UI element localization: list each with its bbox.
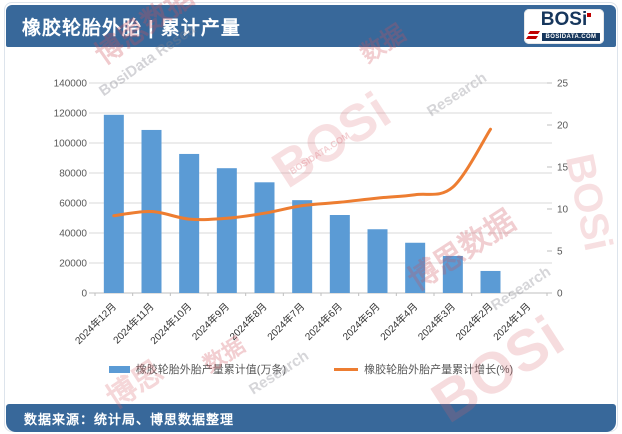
left-axis-tick-label: 40000 — [59, 229, 87, 240]
bosi-logo-red-stripe — [525, 36, 539, 39]
right-axis-tick-label: 15 — [557, 163, 569, 174]
x-axis-label: 2024年4月 — [377, 300, 420, 343]
legend-swatch-line — [334, 367, 359, 371]
data-source-text: 数据来源：统计局、博思数据整理 — [24, 411, 235, 427]
bar-line-chart: 0 20000 40000 60000 80000 100000 120000 140000 0… — [54, 79, 569, 347]
right-axis-tick-label: 0 — [557, 289, 563, 300]
header-bar: 橡胶轮胎外胎 | 累计产量 BOSi BOSIDATA.COM — [6, 5, 616, 47]
bosi-logo: BOSi BOSIDATA.COM — [524, 9, 604, 44]
left-axis-tick-label: 80000 — [59, 169, 87, 180]
bosi-logo-text: BOSi — [540, 9, 588, 30]
legend-swatch-bar — [108, 365, 130, 373]
left-axis-tick-label: 100000 — [54, 139, 88, 150]
bar — [442, 255, 463, 293]
bar — [329, 215, 350, 293]
bar — [292, 200, 313, 293]
x-axis-label: 2024年3月 — [415, 300, 458, 343]
bar — [103, 114, 124, 293]
x-axis-label: 2024年5月 — [340, 300, 383, 343]
right-axis-tick-label: 25 — [557, 79, 569, 90]
x-axis-label: 2024年9月 — [189, 300, 232, 343]
right-axis-tick-label: 20 — [557, 121, 569, 132]
bar — [254, 182, 275, 293]
footer-bar: 数据来源：统计局、博思数据整理 — [6, 404, 616, 432]
left-axis-tick-label: 120000 — [54, 109, 88, 120]
right-axis-tick-label: 10 — [557, 205, 569, 216]
chart-legend: 橡胶轮胎外胎产量累计值(万条) 橡胶轮胎外胎产量累计增长(%) — [0, 361, 622, 377]
bosi-logo-red-stripe — [527, 31, 541, 34]
x-axis-label: 2024年2月 — [453, 300, 496, 343]
x-axis-label: 2024年6月 — [302, 300, 345, 343]
bosi-logo-domain: BOSIDATA.COM — [542, 33, 600, 41]
bar — [405, 242, 426, 293]
legend-item-bars: 橡胶轮胎外胎产量累计值(万条) — [108, 361, 287, 377]
left-axis-tick-label: 140000 — [54, 79, 88, 90]
bar — [179, 153, 200, 293]
bar — [216, 168, 237, 293]
page-title: 橡胶轮胎外胎 | 累计产量 — [22, 17, 241, 39]
bar — [480, 270, 501, 293]
bar — [367, 229, 388, 293]
legend-label-bars: 橡胶轮胎外胎产量累计值(万条) — [135, 364, 287, 376]
growth-line — [112, 127, 492, 222]
right-axis-tick-label: 5 — [557, 247, 563, 258]
legend-label-line: 橡胶轮胎外胎产量累计增长(%) — [364, 364, 514, 376]
x-axis-label: 2024年7月 — [264, 300, 307, 343]
x-axis-label: 2024年8月 — [227, 300, 270, 343]
left-axis-tick-label: 60000 — [59, 199, 87, 210]
legend-item-line: 橡胶轮胎外胎产量累计增长(%) — [334, 361, 513, 377]
bosi-logo-red-dot — [587, 13, 591, 17]
left-axis-tick-label: 0 — [81, 289, 87, 300]
x-axis-label: 2024年1月 — [490, 300, 533, 343]
left-axis-tick-label: 20000 — [59, 259, 87, 270]
